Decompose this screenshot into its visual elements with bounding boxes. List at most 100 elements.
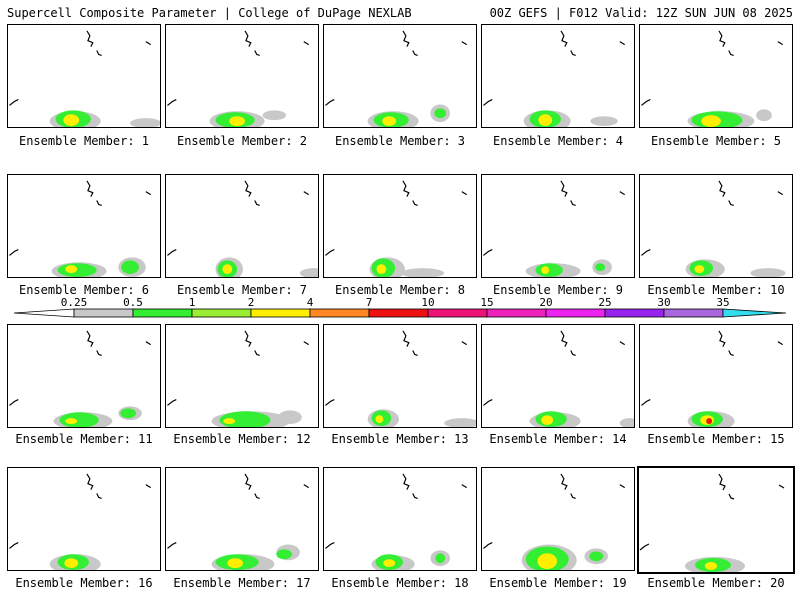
scp-contour-area xyxy=(299,268,318,277)
colorbar-high-arrow xyxy=(722,308,787,318)
coastline xyxy=(483,249,493,256)
lake-outline xyxy=(728,493,735,500)
lake-outline xyxy=(244,330,252,347)
ensemble-map-panel[interactable] xyxy=(639,174,793,278)
valid-time: 00Z GEFS | F012 Valid: 12Z SUN JUN 08 20… xyxy=(489,6,793,20)
lake-outline xyxy=(728,350,734,356)
panel-label: Ensemble Member: 11 xyxy=(15,432,153,446)
coastline xyxy=(167,399,177,406)
scp-contour-area xyxy=(229,116,245,127)
ensemble-map-panel[interactable] xyxy=(481,324,635,428)
coastline xyxy=(325,399,335,406)
scp-contour-area xyxy=(57,263,97,277)
colorbar-segment xyxy=(545,308,606,318)
ensemble-map-panel[interactable] xyxy=(165,467,319,571)
scp-contour-area xyxy=(595,263,606,272)
ensemble-map-panel[interactable] xyxy=(7,174,161,278)
coastline xyxy=(145,41,151,46)
ensemble-map-panel[interactable] xyxy=(481,174,635,278)
ensemble-map-panel[interactable] xyxy=(639,24,793,128)
scp-contour-area xyxy=(619,418,634,427)
scp-contour-area xyxy=(278,410,302,425)
lake-outline xyxy=(570,50,576,56)
coastline xyxy=(303,484,309,489)
colorbar-segment xyxy=(427,308,488,318)
lake-outline xyxy=(402,180,410,197)
lake-outline xyxy=(254,200,260,206)
coastline xyxy=(9,542,19,549)
coastline xyxy=(167,99,177,106)
ensemble-map-panel[interactable] xyxy=(7,324,161,428)
scp-contour-area xyxy=(435,553,446,564)
ensemble-map-panel[interactable] xyxy=(165,174,319,278)
lake-outline xyxy=(96,350,102,356)
coastline xyxy=(303,341,309,346)
coastline xyxy=(167,249,177,256)
coastline xyxy=(619,341,625,346)
ensemble-map-panel[interactable] xyxy=(639,324,793,428)
colorbar-tick-label: 7 xyxy=(366,296,373,309)
lake-outline xyxy=(254,350,260,356)
colorbar-tick-label: 0.25 xyxy=(61,296,88,309)
colorbar-tick-label: 4 xyxy=(307,296,314,309)
lake-outline xyxy=(96,50,102,56)
lake-outline xyxy=(86,180,94,197)
panel-label: Ensemble Member: 18 xyxy=(331,576,469,590)
lake-outline xyxy=(718,330,726,347)
coastline xyxy=(167,542,177,549)
scp-contour-area xyxy=(590,116,618,127)
coastline xyxy=(641,399,651,406)
coastline xyxy=(777,191,783,196)
ensemble-map-panel-selected[interactable] xyxy=(637,466,795,574)
colorbar-tick-label: 30 xyxy=(657,296,670,309)
ensemble-map-panel[interactable] xyxy=(481,467,635,571)
scp-contour-area xyxy=(65,265,78,274)
panel-label: Ensemble Member: 4 xyxy=(492,134,624,148)
colorbar-segment xyxy=(604,308,665,318)
scp-contour-area xyxy=(541,266,550,275)
ensemble-map-panel[interactable] xyxy=(165,24,319,128)
coastline xyxy=(325,249,335,256)
lake-outline xyxy=(254,50,260,56)
colorbar-segment xyxy=(368,308,429,318)
scp-contour-area xyxy=(383,559,396,568)
lake-outline xyxy=(570,350,576,356)
ensemble-map-panel[interactable] xyxy=(7,467,161,571)
lake-outline xyxy=(560,330,568,347)
colorbar-tick-label: 1 xyxy=(189,296,196,309)
scp-contour-area xyxy=(382,116,397,127)
scp-contour-area xyxy=(376,264,387,275)
scp-contour-area xyxy=(589,551,604,562)
colorbar-tick-label: 35 xyxy=(716,296,729,309)
panel-label: Ensemble Member: 7 xyxy=(176,283,308,297)
coastline xyxy=(619,191,625,196)
ensemble-map-panel[interactable] xyxy=(323,324,477,428)
lake-outline xyxy=(718,30,726,47)
lake-outline xyxy=(96,493,102,499)
panel-label: Ensemble Member: 13 xyxy=(331,432,469,446)
ensemble-map-panel[interactable] xyxy=(481,24,635,128)
ensemble-map-panel[interactable] xyxy=(165,324,319,428)
lake-outline xyxy=(402,30,410,47)
panel-label: Ensemble Member: 19 xyxy=(489,576,627,590)
panel-label: Ensemble Member: 6 xyxy=(18,283,150,297)
ensemble-map-panel[interactable] xyxy=(7,24,161,128)
lake-outline xyxy=(412,50,418,56)
coastline xyxy=(461,41,467,46)
lake-outline xyxy=(86,473,94,490)
lake-outline xyxy=(244,473,252,490)
colorbar-tick-label: 25 xyxy=(598,296,611,309)
panel-label: Ensemble Member: 10 xyxy=(647,283,785,297)
ensemble-map-panel[interactable] xyxy=(323,24,477,128)
scp-contour-area xyxy=(222,264,233,275)
colorbar-tick-label: 10 xyxy=(421,296,434,309)
ensemble-map-panel[interactable] xyxy=(323,467,477,571)
scp-contour-area xyxy=(276,549,293,560)
scp-contour-area xyxy=(750,268,786,277)
ensemble-map-panel[interactable] xyxy=(323,174,477,278)
coastline xyxy=(325,542,335,549)
lake-outline xyxy=(560,473,568,490)
scp-contour-area xyxy=(444,418,476,427)
scp-contour-area xyxy=(65,418,78,425)
colorbar-low-arrow xyxy=(13,308,75,318)
